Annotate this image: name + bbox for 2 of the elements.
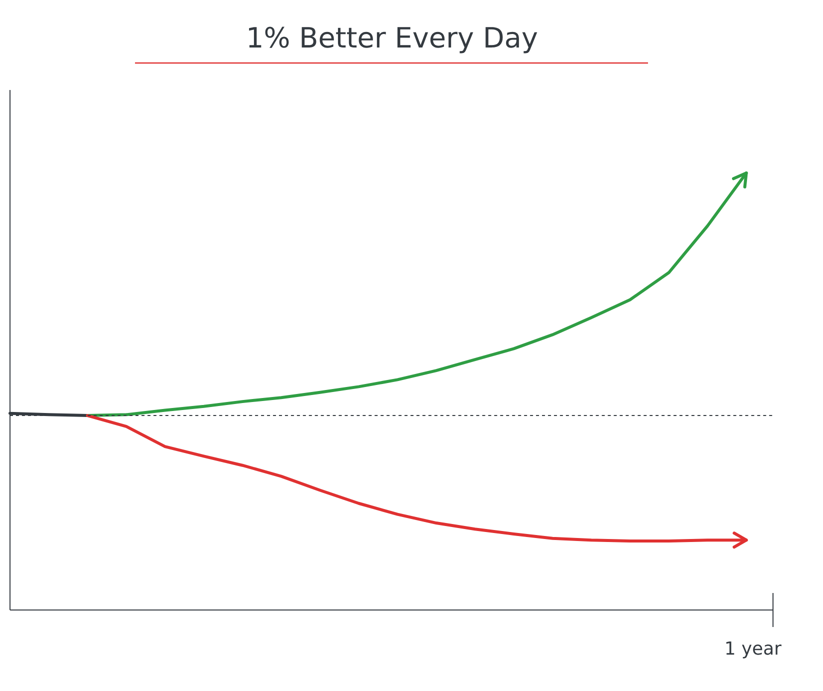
chart-title: 1% Better Every Day [249,26,538,54]
text: 1 year [726,642,782,658]
